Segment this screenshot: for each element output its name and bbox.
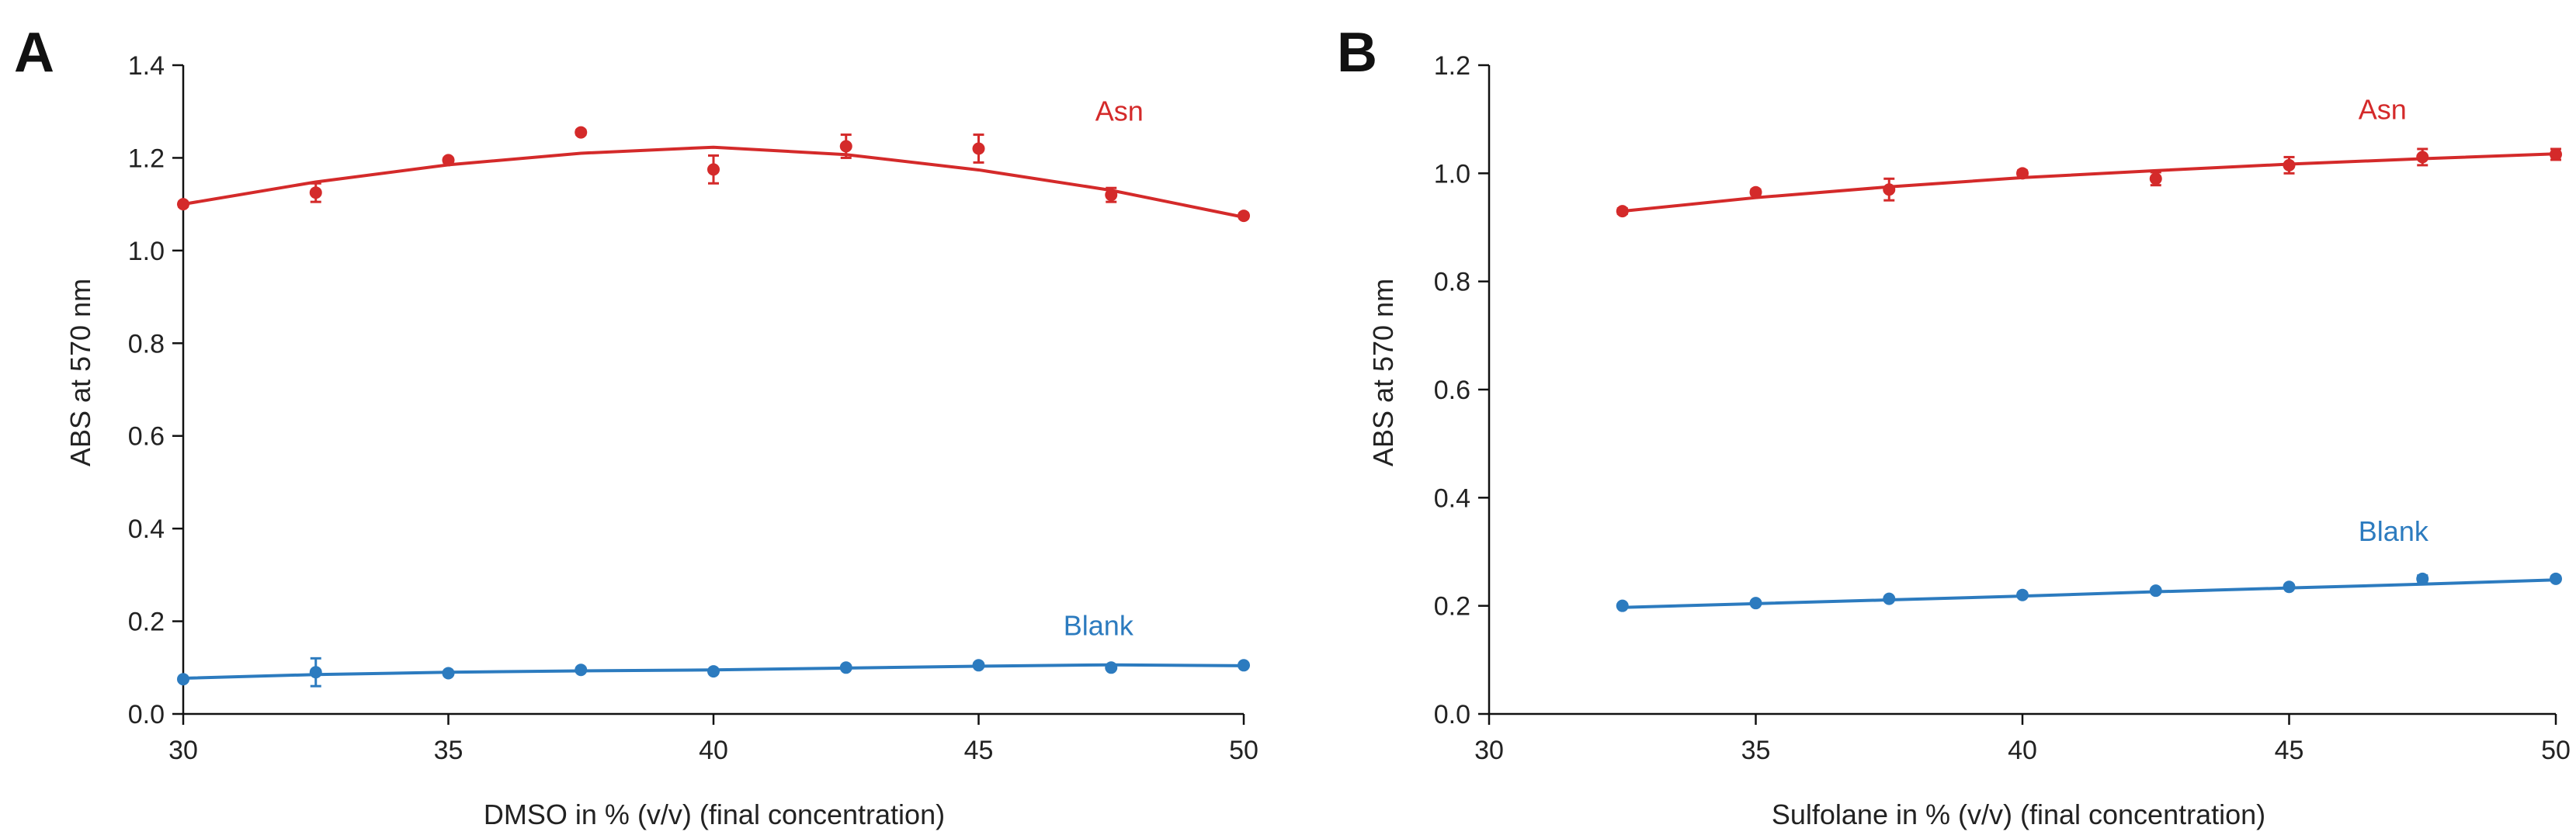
panel-a-asn-point: [575, 126, 588, 139]
panel-a-y-tick-label: 0.4: [128, 515, 165, 544]
panel-b-blank-point: [2550, 572, 2562, 585]
panel-a-y-tick-label: 0.2: [128, 608, 165, 637]
panel-a-blank-point: [575, 663, 588, 677]
panel-a-x-tick-label: 40: [699, 736, 728, 765]
panel-b-y-tick-label: 0.0: [1434, 700, 1470, 729]
panel-a-asn-trendline: [182, 145, 1245, 219]
panel-b-y-tick-label: 1.2: [1434, 51, 1470, 81]
panel-a-blank-point: [707, 665, 720, 678]
panel-a-asn-point: [707, 163, 720, 176]
panel-a-y-tick-label: 1.4: [128, 51, 165, 81]
panel-b-asn-point: [1883, 183, 1896, 196]
panel-b-blank-point: [2416, 572, 2429, 585]
panel-b-y-tick-label: 0.4: [1434, 483, 1470, 513]
panel-a-x-axis-title: DMSO in % (v/v) (final concentration): [484, 799, 945, 830]
panel-b-asn-trendline: [1620, 152, 2557, 213]
panel-a-x-tick-label: 30: [168, 736, 198, 765]
panel-b-x-tick-label: 45: [2275, 736, 2304, 765]
panel-b-blank-point: [1616, 599, 1629, 612]
panel-a-asn-label: Asn: [1095, 95, 1144, 127]
panel-a-x-tick-label: 45: [964, 736, 994, 765]
panel-a-asn-point: [442, 154, 455, 167]
panel-b-asn-point: [2283, 158, 2296, 172]
panel-a-y-tick-label: 0.0: [128, 700, 165, 729]
panel-a-y-tick-label: 0.8: [128, 329, 165, 359]
panel-a-asn-point: [1238, 210, 1250, 223]
panel-b-y-tick-label: 0.6: [1434, 376, 1470, 405]
panel-a-y-axis-title: ABS at 570 nm: [64, 279, 96, 466]
panel-b-asn-point: [1616, 205, 1629, 218]
panel-b-asn-point: [1749, 185, 1762, 199]
panel-b-y-tick-label: 1.0: [1434, 159, 1470, 189]
panel-a-blank-point: [972, 659, 985, 672]
panel-b-blank-point: [2149, 584, 2162, 598]
panel-b-asn-point: [2149, 172, 2162, 185]
panel-a-asn-point: [309, 186, 322, 199]
panel-a-blank-label: Blank: [1064, 609, 1134, 641]
panel-b-asn-point: [2416, 151, 2429, 164]
panel-a-asn-point: [177, 198, 189, 211]
panel-b-x-tick-label: 50: [2541, 736, 2571, 765]
panel-b-blank-trendline: [1620, 578, 2557, 609]
panel-b-letter: B: [1337, 22, 1377, 84]
panel-a-x-tick-label: 50: [1229, 736, 1258, 765]
panel-a-chart: A ABS at 570 nm DMSO in % (v/v) (final c…: [14, 22, 1258, 830]
panel-b-x-tick-label: 30: [1474, 736, 1504, 765]
panel-a-asn-point: [972, 142, 985, 155]
panel-b-y-tick-label: 0.8: [1434, 268, 1470, 297]
panel-b-x-tick-label: 35: [1741, 736, 1771, 765]
panel-b-asn-label: Asn: [2359, 94, 2407, 126]
panel-a-asn-point: [839, 140, 852, 153]
panel-b-blank-point: [1749, 597, 1762, 610]
panel-b-blank-point: [2283, 580, 2296, 594]
panel-a-asn-point: [1105, 189, 1118, 202]
panel-b-asn-point: [2016, 167, 2029, 180]
panel-a-blank-point: [442, 667, 455, 680]
panel-a-blank-point: [1105, 661, 1118, 674]
panel-b-blank-point: [2016, 588, 2029, 601]
panel-a-letter: A: [14, 22, 54, 84]
panel-b-x-tick-label: 40: [2008, 736, 2037, 765]
panel-a-y-tick-label: 1.0: [128, 237, 165, 266]
panel-a-blank-point: [839, 661, 852, 674]
panel-b-blank-point: [1883, 592, 1896, 605]
panel-a-blank-point: [309, 666, 322, 679]
panel-b-y-tick-label: 0.2: [1434, 592, 1470, 622]
panel-b-asn-point: [2550, 147, 2562, 161]
panel-a-blank-point: [1238, 659, 1250, 672]
panel-b-chart: B ABS at 570 nm Sulfolane in % (v/v) (fi…: [1337, 22, 2571, 830]
panel-b-blank-label: Blank: [2359, 515, 2429, 547]
panel-a-blank-point: [177, 673, 189, 686]
panel-a-y-tick-label: 1.2: [128, 144, 165, 173]
panel-b-x-axis-title: Sulfolane in % (v/v) (final concentratio…: [1772, 799, 2265, 830]
panel-b-y-axis-title: ABS at 570 nm: [1367, 279, 1399, 466]
panel-a-x-tick-label: 35: [434, 736, 463, 765]
panel-a-y-tick-label: 0.6: [128, 422, 165, 452]
